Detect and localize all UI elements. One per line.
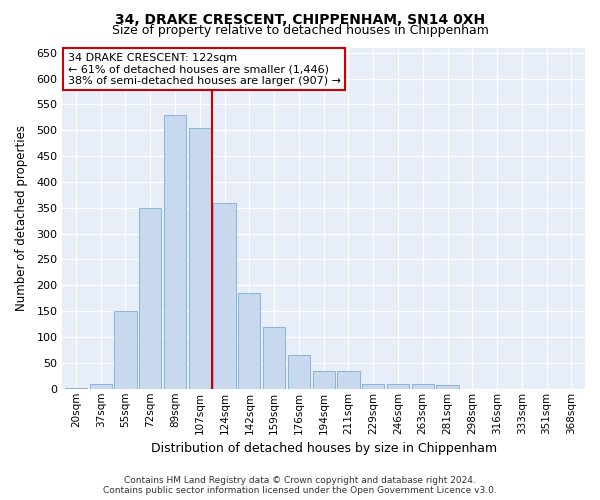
Bar: [115, 311, 137, 389]
Bar: [313, 370, 335, 389]
Text: Size of property relative to detached houses in Chippenham: Size of property relative to detached ho…: [112, 24, 488, 37]
Bar: [337, 370, 359, 389]
Bar: [288, 355, 310, 389]
Bar: [436, 384, 458, 389]
Bar: [263, 326, 285, 389]
Bar: [139, 208, 161, 389]
Text: Contains HM Land Registry data © Crown copyright and database right 2024.
Contai: Contains HM Land Registry data © Crown c…: [103, 476, 497, 495]
Bar: [362, 384, 385, 389]
Bar: [164, 114, 186, 389]
Bar: [238, 293, 260, 389]
Text: 34, DRAKE CRESCENT, CHIPPENHAM, SN14 0XH: 34, DRAKE CRESCENT, CHIPPENHAM, SN14 0XH: [115, 12, 485, 26]
X-axis label: Distribution of detached houses by size in Chippenham: Distribution of detached houses by size …: [151, 442, 497, 455]
Text: 34 DRAKE CRESCENT: 122sqm
← 61% of detached houses are smaller (1,446)
38% of se: 34 DRAKE CRESCENT: 122sqm ← 61% of detac…: [68, 52, 341, 86]
Bar: [387, 384, 409, 389]
Bar: [89, 384, 112, 389]
Bar: [214, 202, 236, 389]
Bar: [65, 388, 87, 389]
Y-axis label: Number of detached properties: Number of detached properties: [15, 125, 28, 311]
Bar: [412, 384, 434, 389]
Bar: [188, 128, 211, 389]
